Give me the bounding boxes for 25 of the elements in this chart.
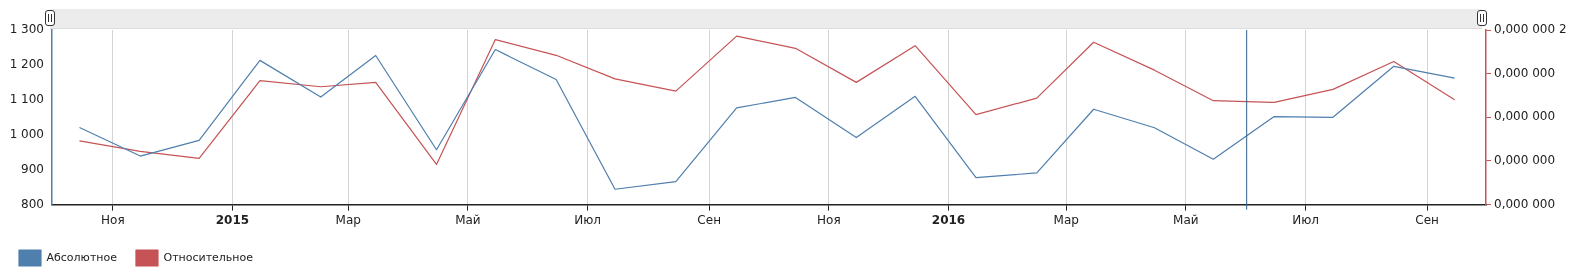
y-tick-label: 1 200 xyxy=(9,57,44,72)
x-tick-label: 2016 xyxy=(931,212,966,227)
y2-tick-label: 0,000 000 xyxy=(1494,109,1556,124)
y-tick-label: 1 100 xyxy=(9,91,44,106)
x-tick-label: Июл xyxy=(1292,212,1319,227)
y-tick-label: 1 000 xyxy=(9,126,44,141)
y2-tick-label: 0,000 000 xyxy=(1494,153,1556,168)
x-tick-label: Июл xyxy=(574,212,601,227)
x-tick-label: Сен xyxy=(697,212,721,227)
y-tick-label: 900 xyxy=(21,161,44,176)
x-tick-label: Май xyxy=(455,212,481,227)
x-tick-label: Ноя xyxy=(817,212,841,227)
y-tick-label: 800 xyxy=(21,196,44,211)
x-tick-label: Мар xyxy=(335,212,361,227)
legend-label: Абсолютное xyxy=(46,250,118,264)
y-tick-label: 1 300 xyxy=(9,22,44,37)
x-tick-label: Май xyxy=(1173,212,1199,227)
x-tick-label: Сен xyxy=(1415,212,1439,227)
x-tick-label: Ноя xyxy=(101,212,125,227)
y2-tick-label: 0,000 000 2 xyxy=(1494,22,1567,37)
x-tick-label: 2015 xyxy=(215,212,250,227)
legend-label: Относительное xyxy=(163,250,254,264)
y2-tick-label: 0,000 000 xyxy=(1494,65,1556,80)
y2-tick-label: 0,000 000 xyxy=(1494,196,1556,211)
x-tick-label: Мар xyxy=(1053,212,1079,227)
